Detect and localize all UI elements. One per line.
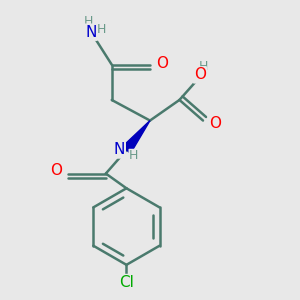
Text: N: N [113,142,125,158]
Text: O: O [209,116,221,131]
Text: O: O [50,163,62,178]
Text: O: O [194,68,206,82]
Text: H: H [129,149,139,162]
Polygon shape [122,121,150,153]
Text: H: H [198,60,208,73]
Text: H: H [83,15,93,28]
Text: Cl: Cl [119,275,134,290]
Text: N: N [85,25,97,40]
Text: O: O [156,56,168,70]
Text: H: H [97,23,106,36]
